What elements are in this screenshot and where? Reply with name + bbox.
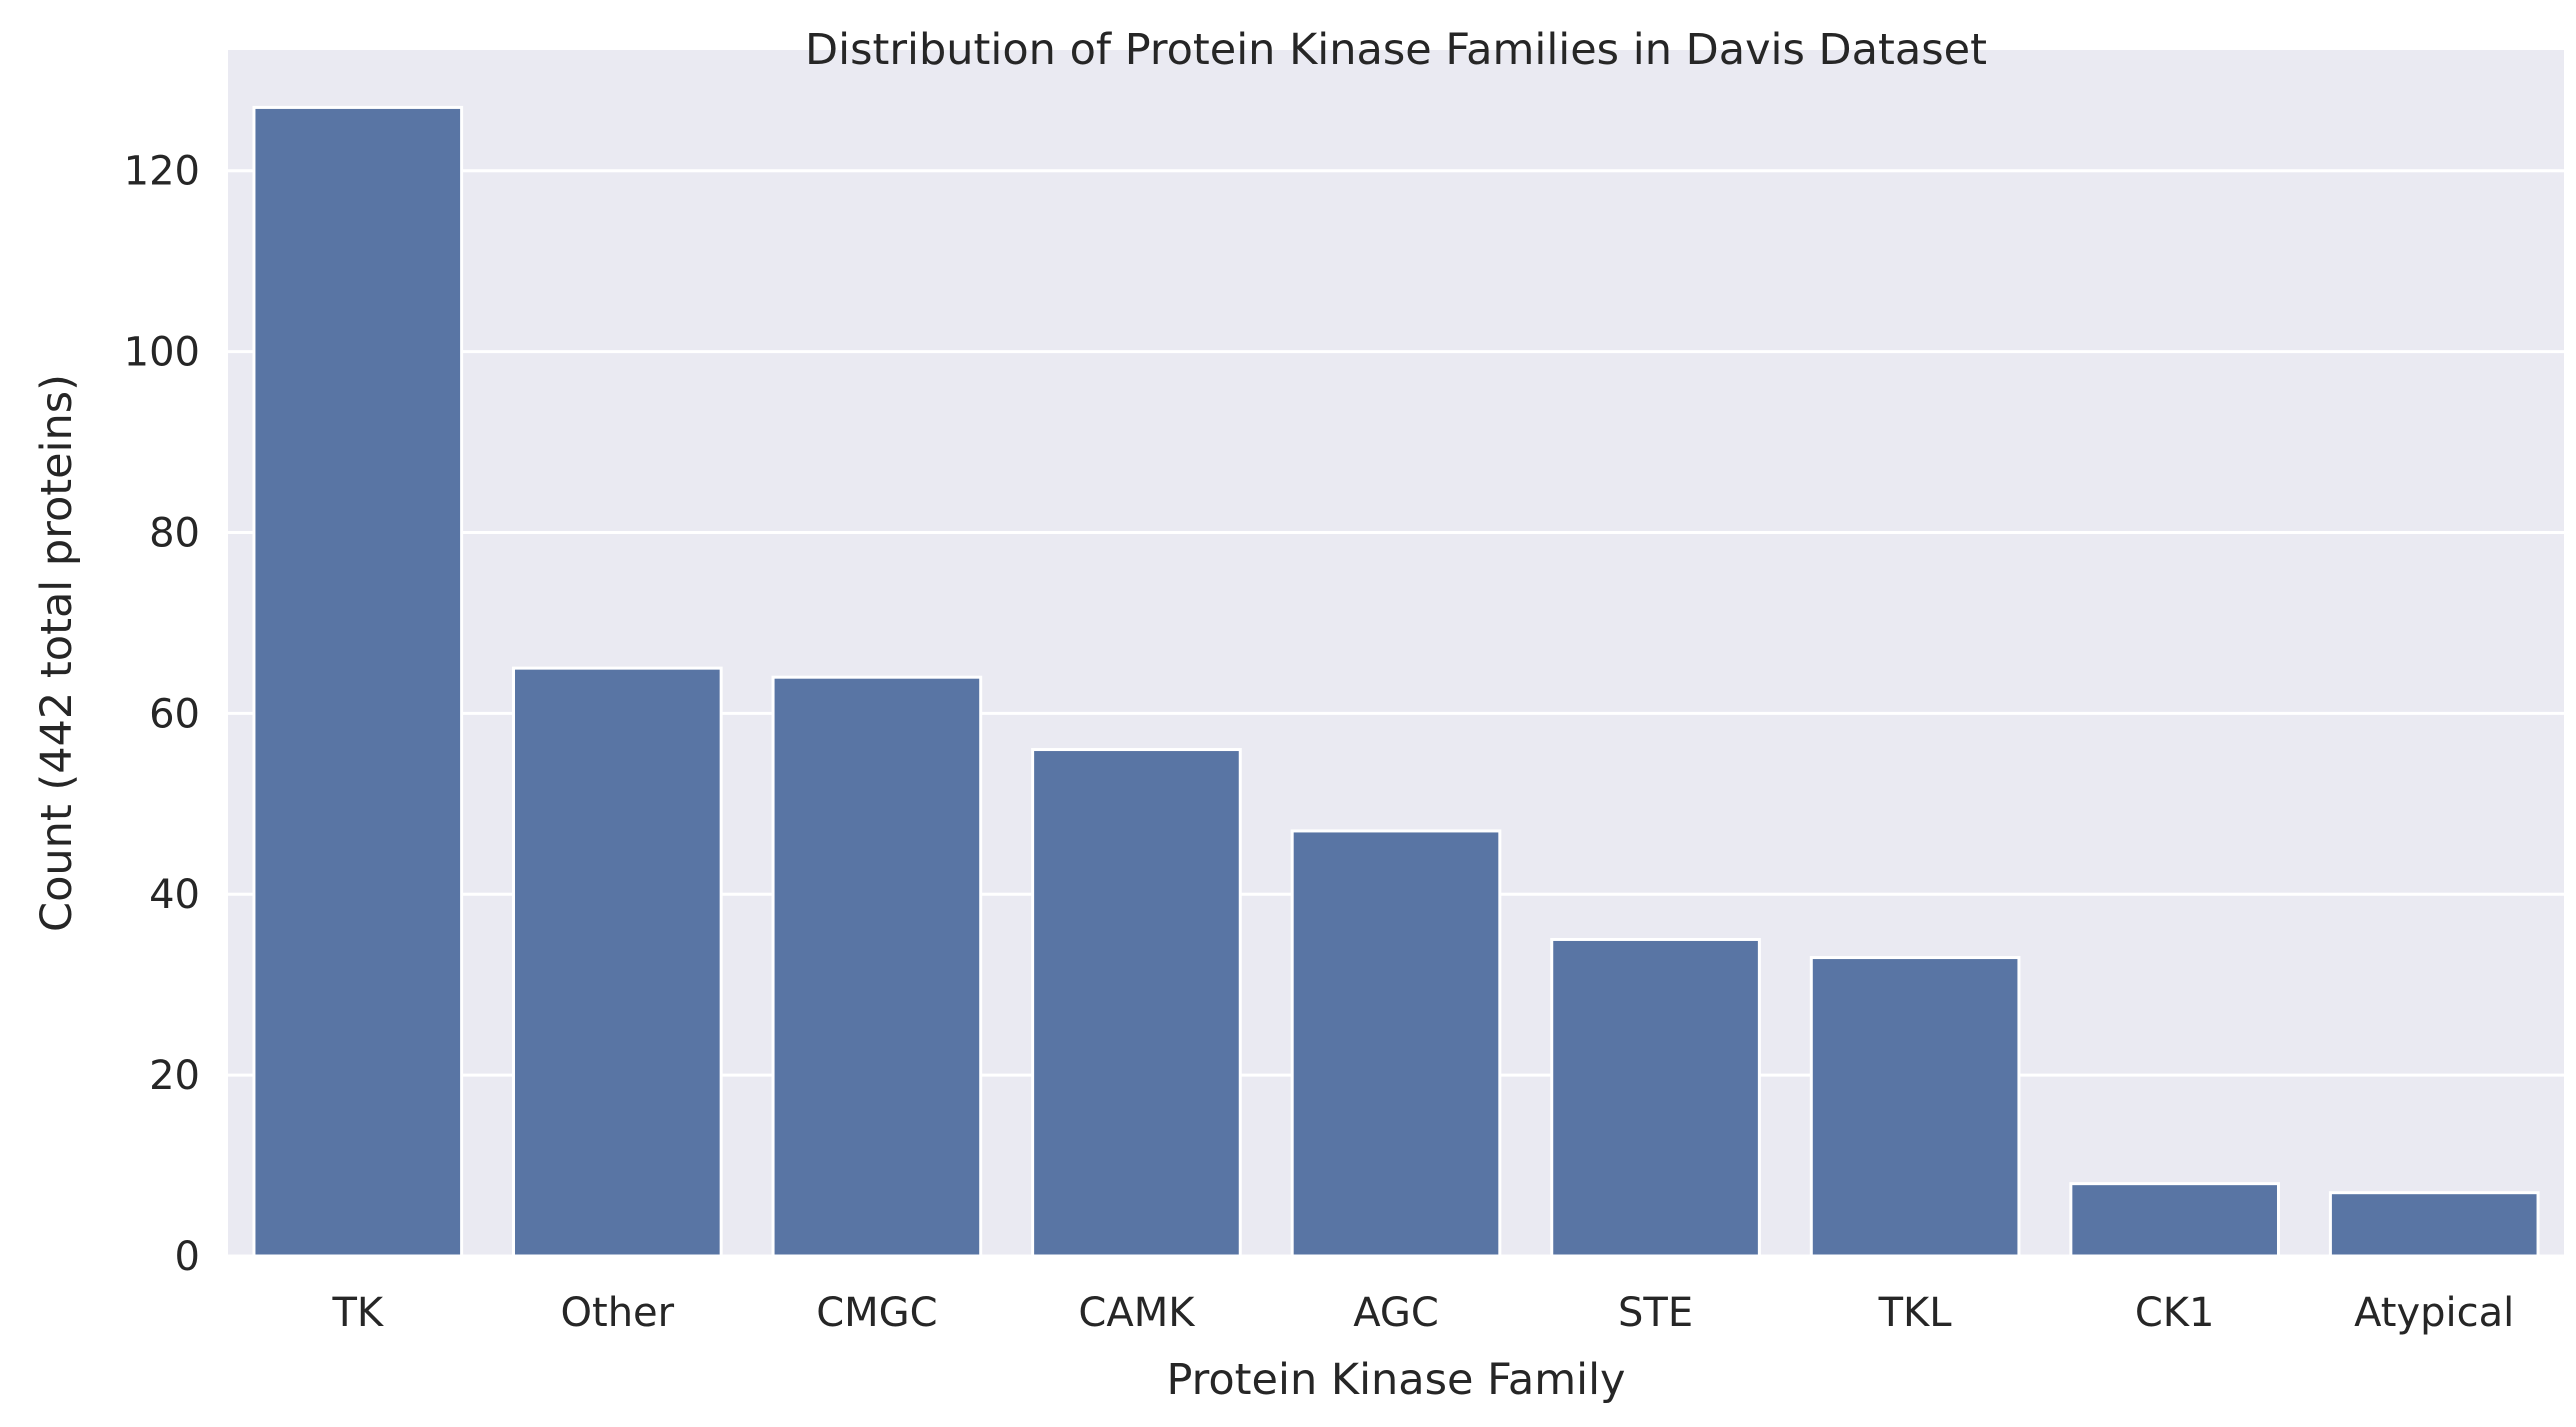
x-tick-label: AGC xyxy=(1353,1290,1439,1336)
chart-title: Distribution of Protein Kinase Families … xyxy=(805,25,1987,75)
x-tick-label: STE xyxy=(1618,1290,1693,1336)
bar-agc xyxy=(1290,829,1502,1258)
x-axis-label: Protein Kinase Family xyxy=(1166,1355,1625,1405)
bar-other xyxy=(512,666,723,1258)
bar-camk xyxy=(1031,748,1242,1258)
bar-tk xyxy=(252,105,464,1258)
bar-atypical xyxy=(2328,1191,2540,1258)
y-tick-label: 120 xyxy=(124,149,200,195)
x-tick-label: CK1 xyxy=(2135,1290,2215,1336)
x-axis-ticks: TK Other CMGC CAMK AGC STE TKL CK1 Atypical xyxy=(331,1290,2514,1336)
y-axis-ticks: 0 20 40 60 80 100 120 xyxy=(124,149,200,1280)
y-tick-label: 60 xyxy=(149,691,200,737)
x-tick-label: CMGC xyxy=(816,1290,937,1336)
bar-tkl xyxy=(1809,956,2021,1258)
y-tick-label: 80 xyxy=(149,510,200,556)
bar-ste xyxy=(1550,937,1761,1258)
x-tick-label: CAMK xyxy=(1078,1290,1196,1336)
x-tick-label: Other xyxy=(561,1290,675,1336)
y-tick-label: 40 xyxy=(149,872,200,918)
x-tick-label: Atypical xyxy=(2354,1290,2514,1336)
x-tick-label: TKL xyxy=(1878,1290,1953,1336)
bar-series xyxy=(252,105,2540,1258)
bar-cmgc xyxy=(771,675,983,1258)
y-axis-label: Count (442 total proteins) xyxy=(32,374,82,932)
y-tick-label: 0 xyxy=(175,1234,200,1280)
y-tick-label: 100 xyxy=(124,330,200,376)
bar-ck1 xyxy=(2069,1182,2280,1258)
y-tick-label: 20 xyxy=(149,1053,200,1099)
x-tick-label: TK xyxy=(331,1290,384,1336)
